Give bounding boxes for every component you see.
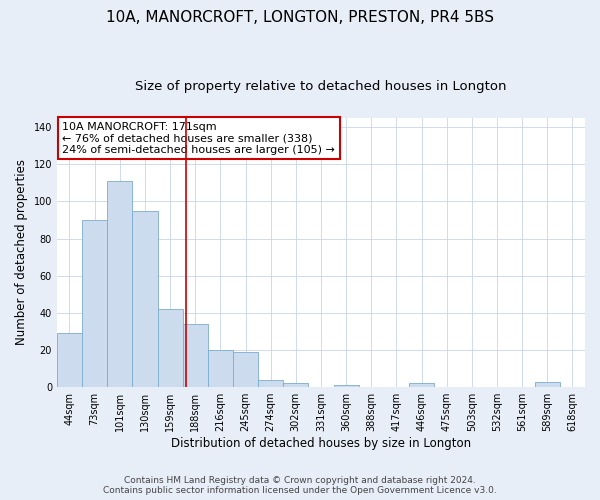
Bar	[283, 384, 308, 387]
Bar	[409, 384, 434, 387]
Bar	[107, 181, 133, 387]
Text: Contains HM Land Registry data © Crown copyright and database right 2024.
Contai: Contains HM Land Registry data © Crown c…	[103, 476, 497, 495]
Bar	[334, 386, 359, 387]
Text: 10A, MANORCROFT, LONGTON, PRESTON, PR4 5BS: 10A, MANORCROFT, LONGTON, PRESTON, PR4 5…	[106, 10, 494, 25]
Bar	[535, 382, 560, 387]
Title: Size of property relative to detached houses in Longton: Size of property relative to detached ho…	[135, 80, 507, 93]
Bar	[258, 380, 283, 387]
Bar	[57, 334, 82, 387]
X-axis label: Distribution of detached houses by size in Longton: Distribution of detached houses by size …	[171, 437, 471, 450]
Bar	[133, 210, 158, 387]
Bar	[208, 350, 233, 387]
Text: 10A MANORCROFT: 171sqm
← 76% of detached houses are smaller (338)
24% of semi-de: 10A MANORCROFT: 171sqm ← 76% of detached…	[62, 122, 335, 155]
Y-axis label: Number of detached properties: Number of detached properties	[15, 160, 28, 346]
Bar	[233, 352, 258, 387]
Bar	[182, 324, 208, 387]
Bar	[82, 220, 107, 387]
Bar	[158, 309, 182, 387]
